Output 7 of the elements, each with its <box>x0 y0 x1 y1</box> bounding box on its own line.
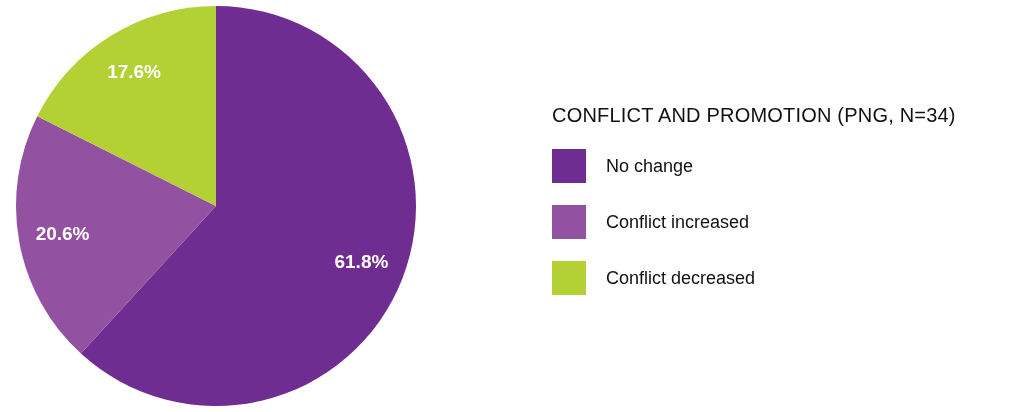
data-label: 61.8% <box>334 250 389 272</box>
legend-label: Conflict decreased <box>606 267 756 289</box>
data-label: 17.6% <box>107 61 162 83</box>
data-label: 20.6% <box>35 222 90 244</box>
legend-title: CONFLICT AND PROMOTION (PNG, N=34) <box>552 104 956 127</box>
legend-label: No change <box>606 155 694 177</box>
legend-label: Conflict increased <box>606 211 750 233</box>
